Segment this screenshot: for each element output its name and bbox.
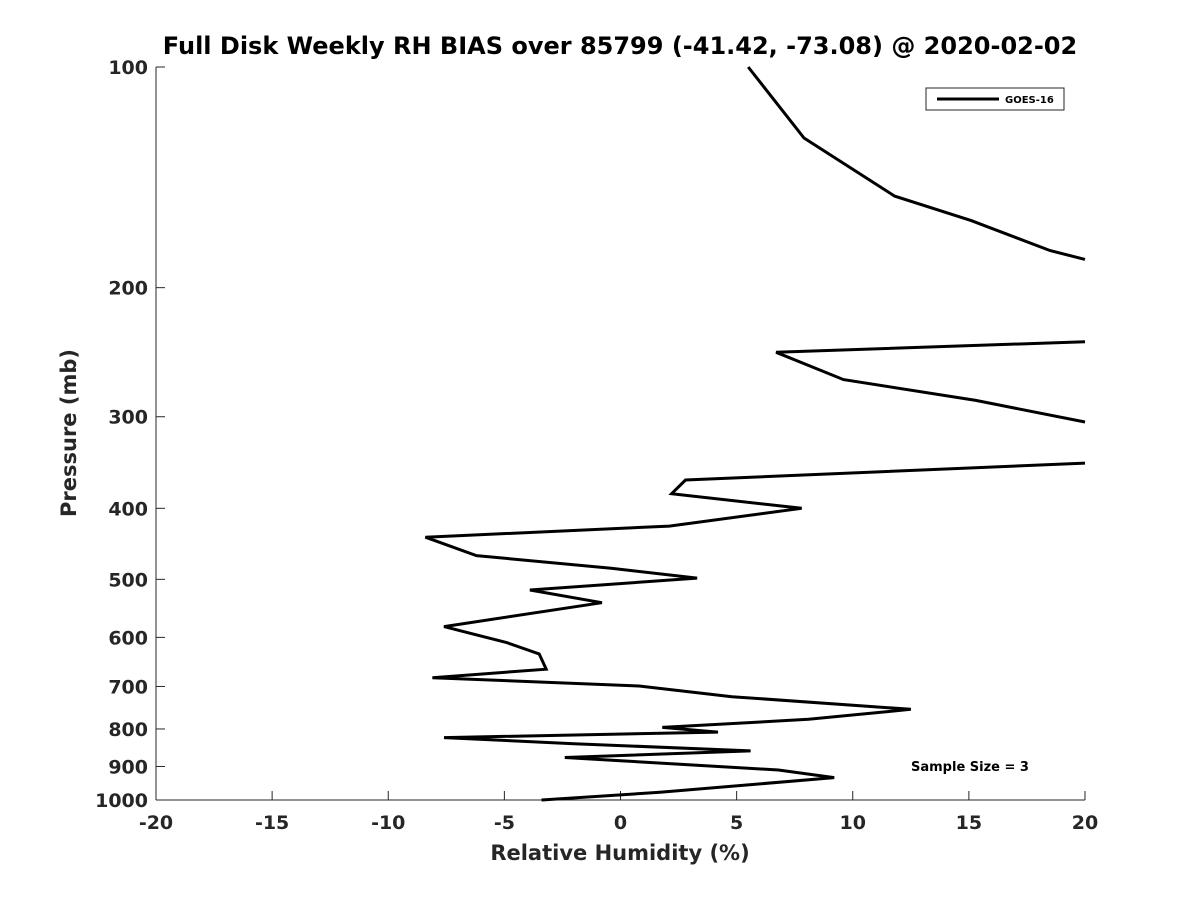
- plot-area: -20 -15 -10 -5 0 5 10 15 20 100 200 300 400 500 600 70…: [95, 57, 1098, 834]
- x-tick-label: 10: [840, 812, 866, 834]
- x-ticks: -20 -15 -10 -5 0 5 10 15 20: [139, 791, 1098, 834]
- x-tick-label: 20: [1072, 812, 1098, 834]
- y-tick-label: 300: [108, 407, 148, 429]
- x-tick-label: -5: [494, 812, 515, 834]
- y-ticks: 100 200 300 400 500 600 700 800 900 1000: [95, 57, 165, 812]
- y-tick-label: 800: [108, 719, 148, 741]
- sample-size-annotation: Sample Size = 3: [911, 760, 1029, 775]
- x-tick-label: -10: [371, 812, 405, 834]
- series-line-goes-16: [747, 66, 1086, 261]
- y-tick-label: 600: [108, 627, 148, 649]
- x-tick-label: -20: [139, 812, 173, 834]
- y-tick-label: 400: [108, 498, 148, 520]
- y-tick-label: 100: [108, 57, 148, 79]
- x-tick-label: 5: [730, 812, 743, 834]
- chart-title: Full Disk Weekly RH BIAS over 85799 (-41…: [163, 32, 1077, 60]
- series-line-goes-16: [424, 461, 1086, 802]
- y-axis-label: Pressure (mb): [57, 349, 81, 517]
- x-tick-label: 0: [614, 812, 627, 834]
- series-line-goes-16: [775, 340, 1086, 424]
- y-tick-label: 900: [108, 756, 148, 778]
- y-tick-label: 1000: [95, 790, 148, 812]
- y-tick-label: 500: [108, 569, 148, 591]
- y-tick-label: 200: [108, 278, 148, 300]
- x-axis-label: Relative Humidity (%): [490, 841, 749, 865]
- x-tick-label: -15: [255, 812, 289, 834]
- legend-label-goes-16: GOES-16: [1005, 95, 1054, 106]
- x-tick-label: 15: [956, 812, 982, 834]
- legend: GOES-16: [925, 87, 1065, 111]
- y-tick-label: 700: [108, 676, 148, 698]
- series-lines: [424, 66, 1086, 802]
